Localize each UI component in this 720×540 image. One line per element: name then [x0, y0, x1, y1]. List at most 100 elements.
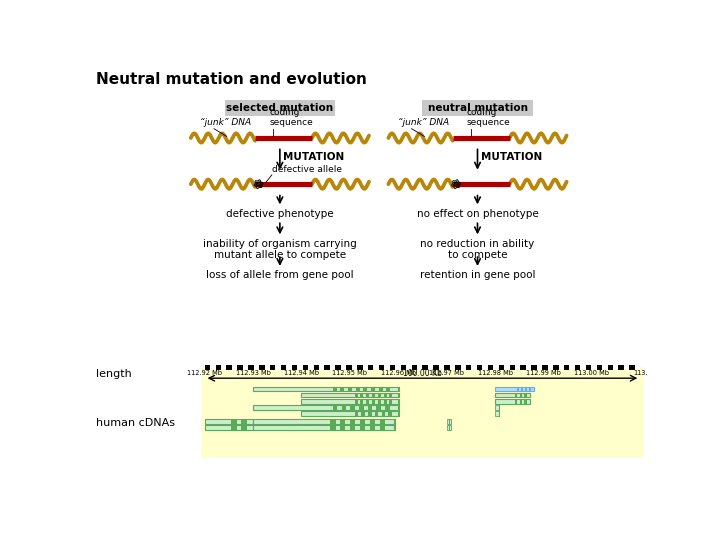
Bar [253, 365, 259, 370]
Bar [302, 365, 308, 370]
Bar [253, 387, 398, 392]
Bar [201, 367, 644, 457]
Bar [325, 365, 330, 370]
Bar [379, 419, 385, 423]
Text: “junk” DNA: “junk” DNA [200, 118, 251, 127]
Text: MUTATION: MUTATION [283, 152, 344, 162]
Text: coding
sequence: coding sequence [467, 109, 510, 127]
Text: MUTATION: MUTATION [481, 152, 542, 162]
Bar [482, 365, 488, 370]
Bar [243, 365, 248, 370]
Text: 112.95 Mb: 112.95 Mb [333, 370, 367, 376]
Text: 113.: 113. [633, 370, 647, 376]
Bar [308, 365, 314, 370]
Bar [525, 387, 527, 392]
Bar [493, 365, 499, 370]
Bar [553, 365, 559, 370]
Bar [330, 419, 336, 423]
Bar [495, 405, 499, 410]
Bar [363, 365, 368, 370]
Bar [521, 387, 523, 392]
Bar [559, 365, 564, 370]
Bar [354, 399, 358, 403]
Bar [624, 365, 629, 370]
Bar [447, 419, 451, 423]
Text: 112.93 Mb: 112.93 Mb [235, 370, 271, 376]
Bar [314, 365, 319, 370]
Text: 112.96 Mb: 112.96 Mb [381, 370, 415, 376]
Bar [417, 365, 423, 370]
Text: 100.00 Kb: 100.00 Kb [403, 369, 442, 378]
Text: 112.97 Mb: 112.97 Mb [429, 370, 464, 376]
Bar [542, 365, 548, 370]
Bar [384, 365, 390, 370]
Bar [384, 399, 387, 403]
Bar [341, 405, 346, 410]
Bar [302, 393, 398, 397]
Bar [597, 365, 602, 370]
Bar [341, 387, 344, 392]
Bar [406, 365, 412, 370]
Text: coding
sequence: coding sequence [269, 109, 313, 127]
Bar [526, 365, 531, 370]
Text: length: length [96, 369, 132, 379]
Bar [495, 387, 534, 392]
Bar [241, 419, 247, 423]
FancyBboxPatch shape [423, 100, 533, 116]
Bar [388, 411, 392, 416]
Bar [423, 365, 428, 370]
Bar [361, 393, 364, 397]
Bar [259, 365, 264, 370]
Bar [384, 393, 387, 397]
Bar [370, 419, 375, 423]
Bar [351, 365, 357, 370]
Bar [401, 365, 406, 370]
Bar [515, 393, 517, 397]
Bar [379, 425, 385, 430]
Bar [377, 405, 381, 410]
Bar [232, 365, 238, 370]
Bar [520, 399, 522, 403]
Bar [613, 365, 618, 370]
Bar [379, 387, 382, 392]
Bar [357, 365, 363, 370]
Bar [371, 387, 375, 392]
Bar [287, 365, 292, 370]
Bar [520, 393, 522, 397]
Bar [390, 399, 392, 403]
Bar [227, 365, 232, 370]
Bar [354, 411, 358, 416]
Bar [524, 399, 527, 403]
Bar [231, 419, 237, 423]
Bar [575, 365, 580, 370]
Bar [488, 365, 493, 370]
Bar [302, 411, 398, 416]
Bar [361, 399, 364, 403]
Bar [629, 365, 635, 370]
Bar [348, 387, 352, 392]
Bar [433, 365, 438, 370]
Bar [368, 365, 374, 370]
Bar [341, 425, 346, 430]
Bar [570, 365, 575, 370]
Bar [635, 365, 640, 370]
Text: selected mutation: selected mutation [226, 103, 333, 113]
Bar [354, 393, 358, 397]
Bar [215, 365, 221, 370]
Bar [524, 393, 527, 397]
Bar [333, 405, 338, 410]
Bar [412, 365, 417, 370]
Bar [341, 365, 346, 370]
Bar [297, 365, 302, 370]
Bar [499, 365, 504, 370]
Text: defective allele: defective allele [272, 165, 342, 174]
Text: defective phenotype: defective phenotype [226, 209, 333, 219]
Bar [253, 425, 394, 430]
Bar [608, 365, 613, 370]
Text: inability of organism carrying
mutant allele to compete: inability of organism carrying mutant al… [203, 239, 356, 260]
Bar [204, 425, 253, 430]
Bar [204, 419, 253, 423]
Bar [253, 419, 394, 423]
Text: human cDNAs: human cDNAs [96, 418, 175, 428]
Bar [270, 365, 276, 370]
